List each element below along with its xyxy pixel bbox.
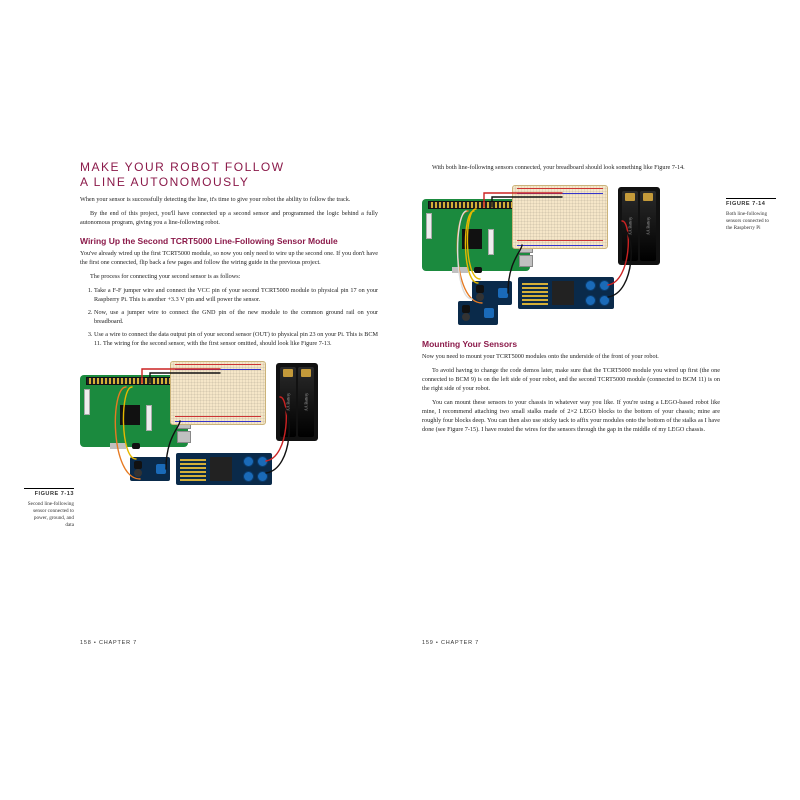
- figure-caption-text: Second line-following sensor connected t…: [24, 501, 74, 529]
- paragraph: To avoid having to change the code demos…: [422, 367, 720, 394]
- figure-7-13: AA Battery AA Battery: [80, 357, 320, 507]
- figure-caption-right: FIGURE 7-14 Both line-following sensors …: [726, 198, 776, 232]
- list-item: Use a wire to connect the data output pi…: [94, 331, 378, 349]
- heading-2: Wiring Up the Second TCRT5000 Line-Follo…: [80, 236, 378, 246]
- wires-icon: [422, 181, 662, 331]
- book-spread: MAKE YOUR ROBOT FOLLOW A LINE AUTONOMOUS…: [20, 140, 780, 660]
- step-list: Take a F-F jumper wire and connect the V…: [80, 287, 378, 349]
- paragraph: You've already wired up the first TCRT50…: [80, 250, 378, 268]
- paragraph: By the end of this project, you'll have …: [80, 210, 378, 228]
- h1-line1: MAKE YOUR ROBOT FOLLOW: [80, 160, 285, 174]
- h1-line2: A LINE AUTONOMOUSLY: [80, 175, 249, 189]
- heading-1: MAKE YOUR ROBOT FOLLOW A LINE AUTONOMOUS…: [80, 160, 378, 190]
- heading-2: Mounting Your Sensors: [422, 339, 720, 349]
- list-item: Take a F-F jumper wire and connect the V…: [94, 287, 378, 305]
- figure-7-14: AA Battery AA Battery: [422, 181, 662, 331]
- figure-number: FIGURE 7-13: [24, 488, 74, 499]
- page-left: MAKE YOUR ROBOT FOLLOW A LINE AUTONOMOUS…: [20, 140, 400, 660]
- page-right: With both line-following sensors connect…: [400, 140, 780, 660]
- paragraph: Now you need to mount your TCRT5000 modu…: [422, 353, 720, 362]
- page-footer: 158 • CHAPTER 7: [80, 640, 137, 646]
- paragraph: The process for connecting your second s…: [80, 273, 378, 282]
- wires-icon: [80, 357, 320, 507]
- list-item: Now, use a jumper wire to connect the GN…: [94, 309, 378, 327]
- paragraph: With both line-following sensors connect…: [422, 164, 720, 173]
- paragraph: You can mount these sensors to your chas…: [422, 399, 720, 435]
- figure-caption-left: FIGURE 7-13 Second line-following sensor…: [24, 488, 74, 529]
- figure-number: FIGURE 7-14: [726, 198, 776, 209]
- page-footer: 159 • CHAPTER 7: [422, 640, 479, 646]
- paragraph: When your sensor is successfully detecti…: [80, 196, 378, 205]
- figure-caption-text: Both line-following sensors connected to…: [726, 211, 776, 232]
